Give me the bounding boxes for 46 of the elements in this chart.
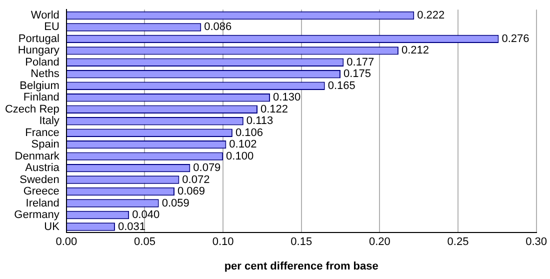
- y-tick-label: Hungary: [18, 44, 60, 57]
- x-tick-label: 0.15: [290, 236, 312, 248]
- data-label: 0.276: [502, 32, 530, 45]
- y-tick-label: Belgium: [20, 80, 60, 92]
- data-label: 0.113: [246, 115, 274, 128]
- y-tick-label: Greece: [23, 186, 60, 198]
- data-label: 0.086: [204, 21, 232, 34]
- y-tick-label: UK: [44, 220, 60, 233]
- y-tick-label: Ireland: [26, 197, 60, 210]
- y-tick-label: World: [30, 10, 60, 22]
- data-label: 0.079: [193, 162, 221, 174]
- data-label: 0.175: [344, 68, 372, 80]
- y-tick-label: Italy: [39, 115, 60, 128]
- data-label: 0.222: [417, 10, 445, 22]
- x-tick-label: 0.00: [56, 236, 78, 248]
- data-label: 0.165: [328, 80, 356, 92]
- data-label: 0.102: [229, 138, 257, 151]
- data-label: 0.069: [177, 186, 206, 198]
- data-label: 0.177: [346, 56, 374, 68]
- x-tick-label: 0.10: [212, 236, 234, 248]
- y-tick-label: Poland: [25, 56, 60, 68]
- y-tick-label: Sweden: [20, 174, 60, 186]
- y-tick-label: Finland: [23, 92, 60, 104]
- x-tick-label: 0.30: [526, 236, 548, 248]
- x-tick-label: 0.25: [447, 236, 469, 248]
- y-tick-label: Denmark: [14, 150, 60, 162]
- data-label: 0.031: [118, 220, 146, 233]
- x-tick-label: 0.20: [368, 236, 390, 248]
- y-tick-label: Germany: [14, 209, 60, 222]
- data-label: 0.040: [132, 209, 160, 222]
- y-tick-label: France: [25, 126, 60, 139]
- y-tick-label: EU: [44, 21, 60, 34]
- data-label: 0.100: [226, 150, 254, 162]
- data-label: 0.059: [162, 197, 190, 210]
- y-tick-label: Austria: [25, 162, 60, 174]
- data-label: 0.072: [182, 174, 210, 186]
- y-tick-label: Neths: [30, 68, 60, 80]
- x-tick-label: 0.05: [134, 236, 156, 248]
- y-tick-label: Czech Rep: [4, 103, 60, 116]
- x-axis-title: per cent difference from base: [224, 260, 378, 272]
- y-tick-label: Spain: [31, 138, 60, 151]
- data-label: 0.106: [235, 126, 263, 139]
- y-tick-label: Portugal: [18, 32, 60, 45]
- data-label: 0.212: [401, 44, 429, 57]
- data-label: 0.122: [260, 103, 288, 116]
- data-label: 0.130: [273, 92, 301, 104]
